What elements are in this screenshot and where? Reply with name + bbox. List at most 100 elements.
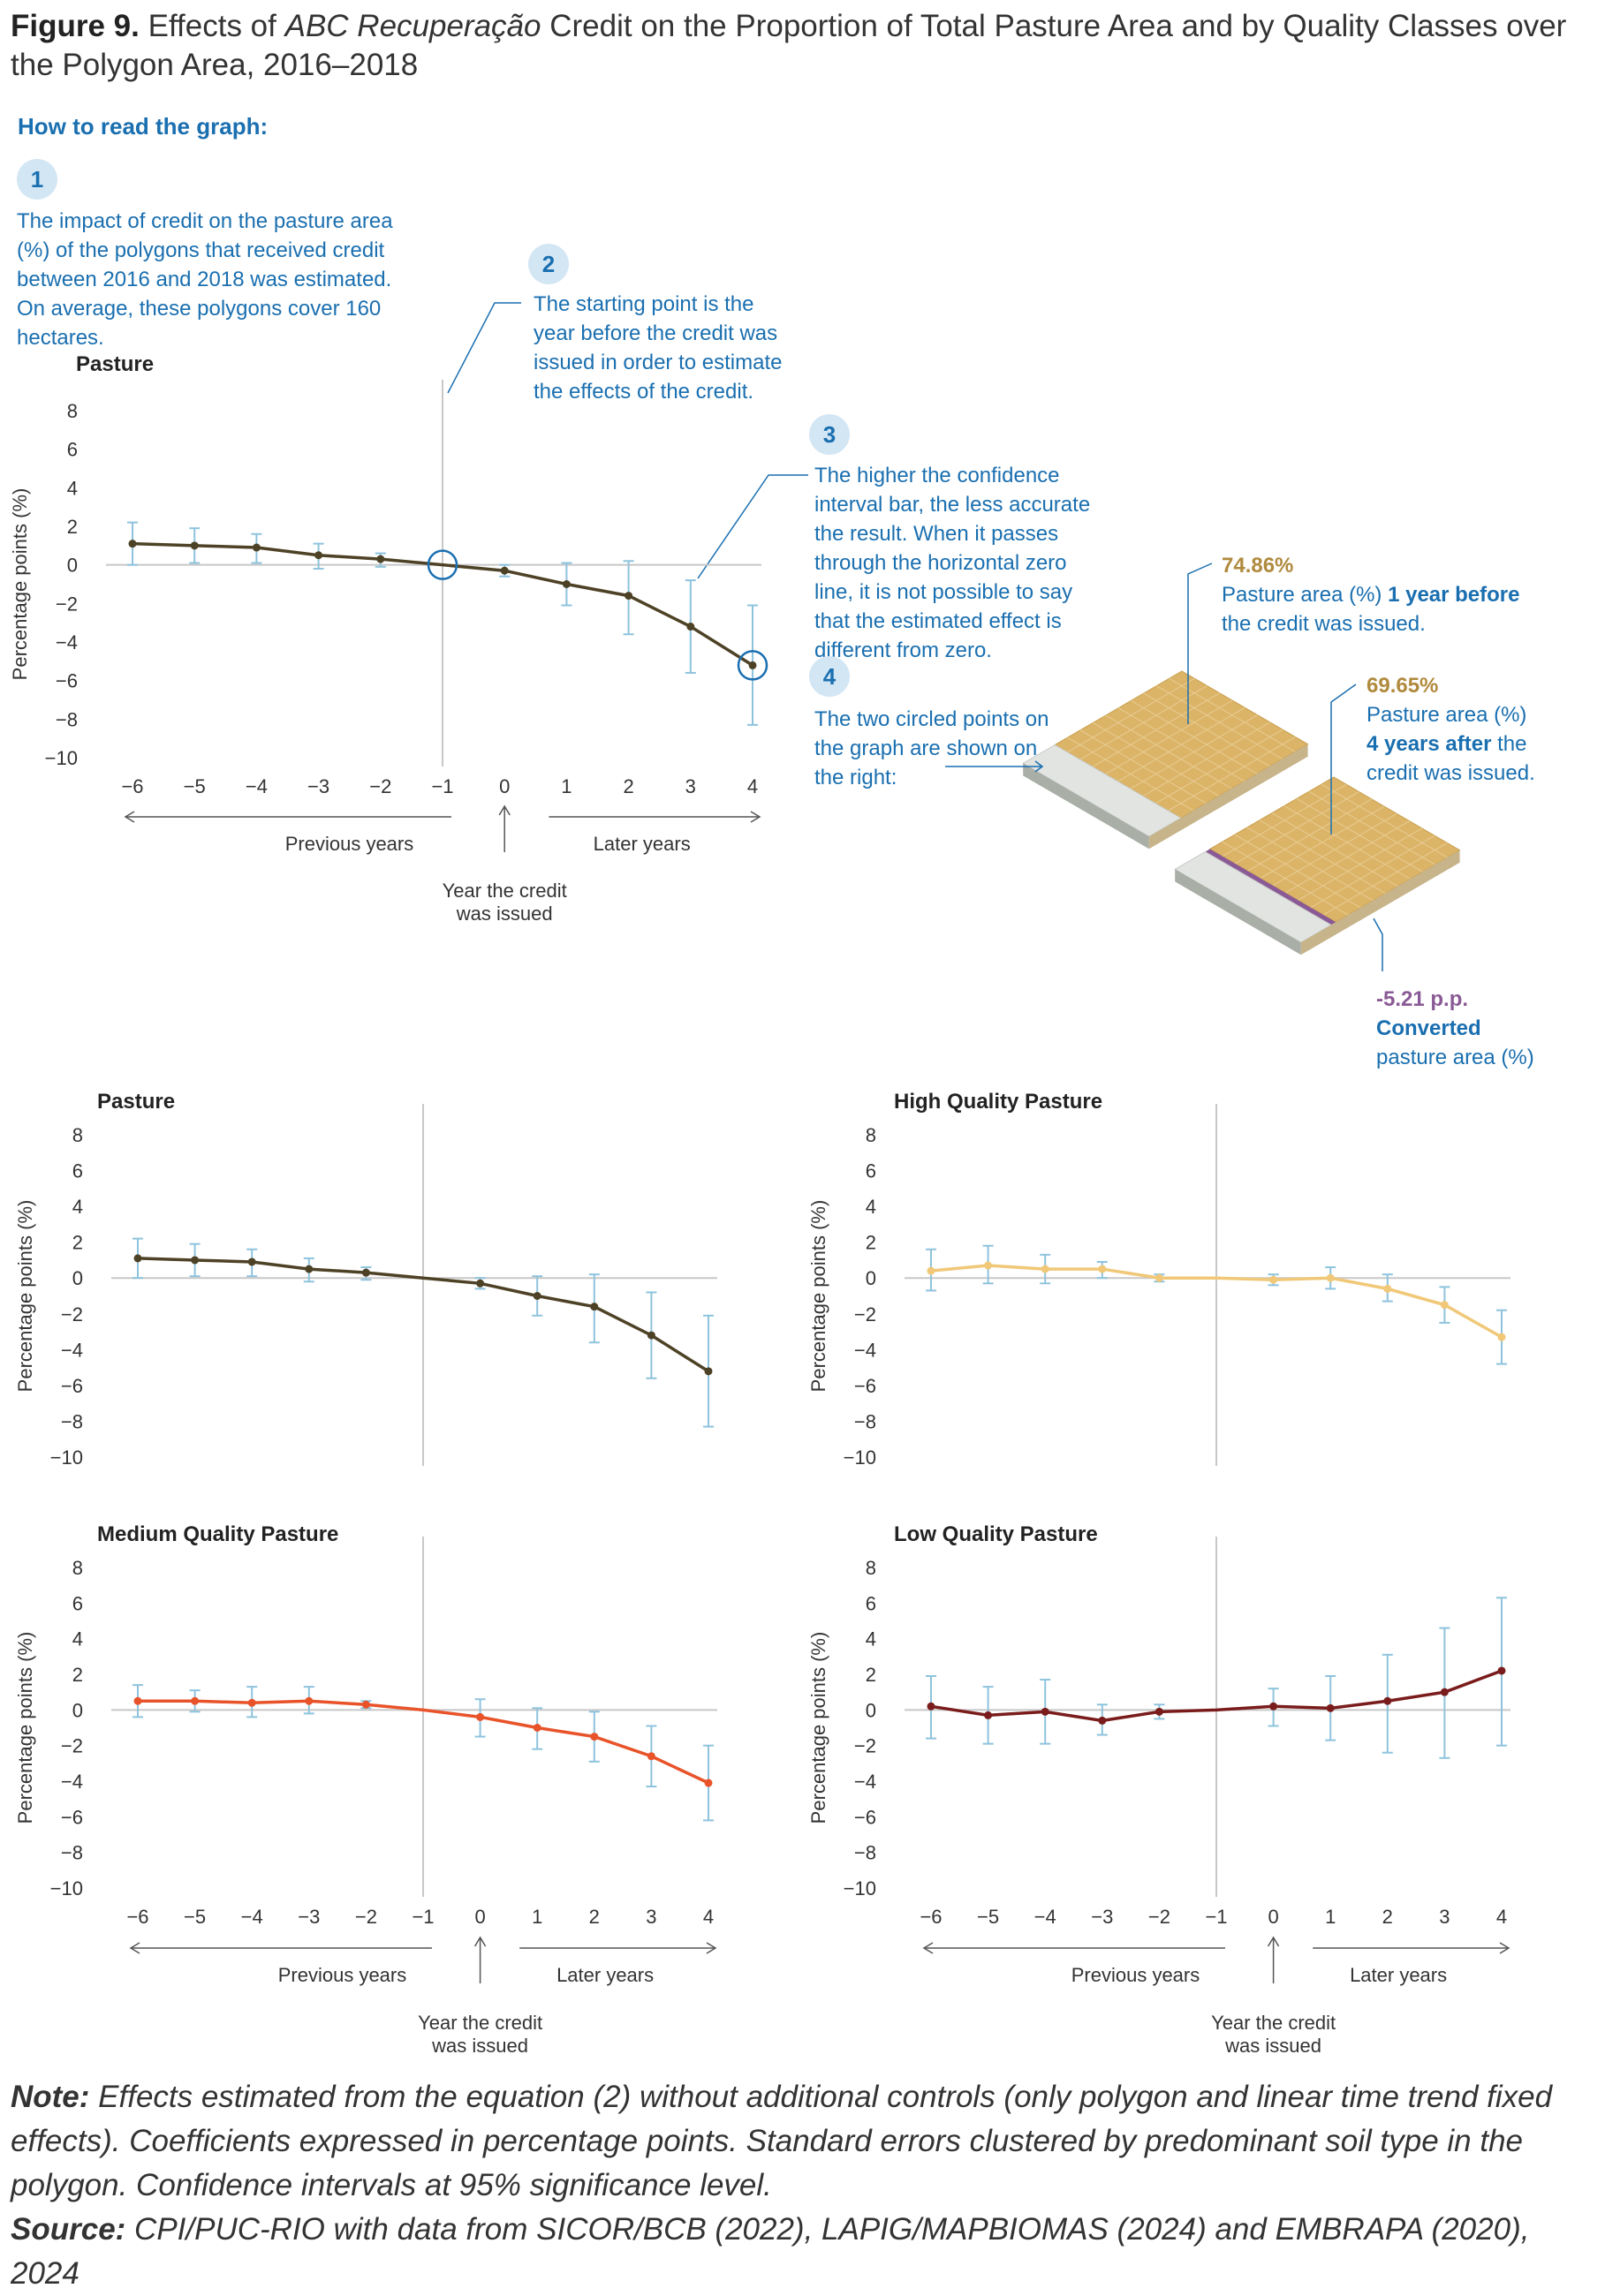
data-point — [191, 1696, 200, 1705]
y-tick-label: 2 — [67, 516, 78, 538]
y-tick-label: −2 — [61, 1735, 83, 1757]
chart-title: Pasture — [97, 1090, 175, 1114]
later-arrow-head — [1499, 1942, 1510, 1954]
x-tick-label: 3 — [646, 1906, 656, 1928]
x-tick-label: 1 — [561, 775, 572, 797]
field-grid-line — [1155, 685, 1283, 759]
y-tick-label: 6 — [72, 1592, 83, 1614]
y-tick-label: −2 — [56, 593, 78, 615]
converted-annotation: -5.21 p.p. Converted pasture area (%) — [1376, 985, 1588, 1072]
data-point — [1383, 1284, 1392, 1293]
y-tick-label: 0 — [67, 555, 78, 577]
data-point — [476, 1712, 485, 1721]
data-point — [647, 1752, 655, 1761]
tile-before — [1022, 670, 1309, 850]
chart-high: High Quality Pasture Percentage points (%… — [807, 1090, 1510, 1469]
data-point — [247, 1258, 256, 1266]
chart-low: Low Quality Pasture Percentage points (%)… — [807, 1522, 1510, 2057]
y-tick-label: −2 — [61, 1303, 83, 1325]
x-tick-label: 3 — [685, 775, 696, 797]
x-tick-label: −1 — [431, 775, 453, 797]
data-point — [1269, 1702, 1278, 1711]
connector-step-2 — [447, 302, 521, 394]
before-line1: Pasture area (%) — [1222, 583, 1382, 607]
step-4-badge: 4 — [809, 656, 850, 697]
x-tick-label: 4 — [1496, 1906, 1507, 1928]
credit-label-line1: Year the credit — [443, 880, 567, 902]
y-tick-label: −10 — [45, 747, 78, 769]
data-point — [704, 1367, 713, 1376]
field-grid-line — [1283, 805, 1411, 880]
before-value: 74.86% — [1222, 554, 1294, 578]
x-tick-label: −2 — [1148, 1906, 1170, 1928]
x-tick-label: −6 — [920, 1906, 942, 1928]
y-tick-label: −8 — [854, 1410, 876, 1432]
y-tick-label: 4 — [866, 1628, 876, 1650]
data-point — [533, 1724, 541, 1732]
before-bold: 1 year before — [1388, 583, 1520, 607]
x-tick-label: −6 — [121, 775, 143, 797]
y-tick-label: 0 — [866, 1699, 876, 1721]
data-point — [1497, 1666, 1506, 1675]
x-tick-label: −6 — [126, 1906, 148, 1928]
data-point — [305, 1696, 314, 1705]
y-tick-label: −6 — [61, 1806, 83, 1828]
data-point — [1326, 1703, 1335, 1712]
y-tick-label: −8 — [56, 708, 78, 730]
y-tick-label: 2 — [866, 1232, 876, 1254]
step-1-text: The impact of credit on the pasture area… — [17, 209, 393, 350]
y-tick-label: −4 — [854, 1771, 876, 1793]
y-tick-label: −4 — [854, 1339, 876, 1361]
y-tick-label: −6 — [854, 1375, 876, 1397]
converted-value: -5.21 p.p. — [1376, 987, 1469, 1011]
step-2-badge: 2 — [528, 244, 569, 284]
step-1-badge: 1 — [17, 159, 57, 200]
data-point — [984, 1261, 993, 1270]
connector-step-4-head — [1034, 760, 1044, 773]
source-text: CPI/PUC-RIO with data from SICOR/BCB (20… — [11, 2212, 1530, 2291]
data-point — [1098, 1716, 1107, 1725]
data-point — [647, 1331, 655, 1340]
tile-side-front — [1175, 869, 1301, 955]
previous-arrow-head — [922, 1942, 934, 1954]
leader-after — [1330, 684, 1357, 835]
x-tick-label: −5 — [977, 1906, 999, 1928]
x-tick-label: −4 — [241, 1906, 263, 1928]
y-axis-label: Percentage points (%) — [807, 1632, 829, 1824]
leader-converted — [1373, 918, 1383, 971]
data-point — [1155, 1707, 1163, 1716]
data-point — [361, 1700, 370, 1709]
data-point — [128, 540, 137, 548]
y-tick-label: −6 — [56, 670, 78, 692]
data-point — [590, 1733, 599, 1741]
y-tick-label: −4 — [61, 1771, 83, 1793]
credit-label-line2: was issued — [431, 2035, 528, 2057]
x-tick-label: −1 — [1205, 1906, 1227, 1928]
field-grid-line — [1067, 736, 1194, 812]
y-axis-label: Percentage points (%) — [14, 1632, 36, 1824]
data-point — [748, 661, 757, 669]
y-axis-label: Percentage points (%) — [14, 1200, 36, 1393]
data-point — [1041, 1707, 1049, 1716]
data-point — [314, 551, 323, 560]
later-arrow-head — [706, 1942, 717, 1954]
data-point — [305, 1265, 314, 1273]
y-tick-label: 8 — [72, 1557, 83, 1579]
x-tick-label: 2 — [589, 1906, 600, 1928]
y-tick-label: 8 — [866, 1557, 876, 1579]
data-point — [133, 1254, 142, 1263]
figure-title: Figure 9. Effects of ABC Recuperação Cre… — [11, 7, 1592, 85]
data-point — [686, 623, 695, 631]
field-grid-line — [1079, 729, 1207, 804]
figure-title-pre: Effects of — [148, 9, 276, 43]
tile-side-front — [1023, 763, 1149, 850]
step-3-badge: 3 — [809, 414, 850, 455]
data-point — [590, 1303, 599, 1311]
tile-side-right — [1300, 850, 1460, 955]
credit-label-line2: was issued — [456, 903, 553, 925]
data-point — [1440, 1688, 1449, 1696]
series-line — [137, 1257, 709, 1373]
y-axis-label: Percentage points (%) — [807, 1200, 829, 1393]
figure-label: Figure 9. — [11, 9, 140, 43]
note-label: Note: — [11, 2080, 90, 2114]
